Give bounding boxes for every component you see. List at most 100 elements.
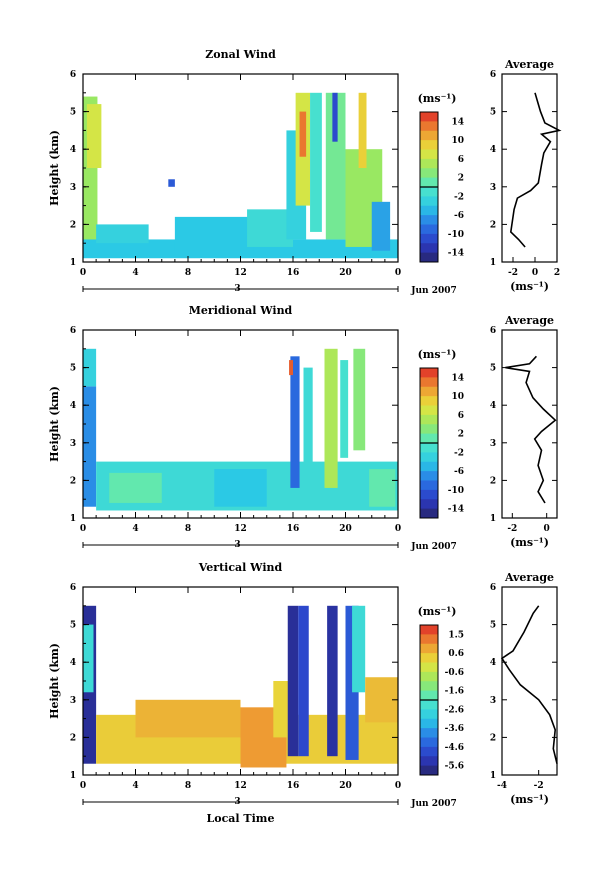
- colorbar-tick-label: 10: [451, 136, 464, 146]
- x-tick-label: 0: [395, 268, 401, 278]
- heatmap-cell: [86, 104, 102, 168]
- x-tick-label: 8: [185, 524, 191, 534]
- average-x-tick-label: 0: [532, 268, 538, 278]
- colorbar-segment: [420, 187, 438, 197]
- heatmap-cell: [83, 624, 94, 693]
- colorbar-tick-label: 14: [451, 373, 464, 383]
- average-profile-line: [509, 92, 562, 248]
- x-tick-label: 0: [80, 524, 86, 534]
- colorbar-tick-label: 6: [458, 411, 464, 421]
- x-tick-label: 4: [132, 524, 138, 534]
- average-x-tick-label: 2: [554, 268, 560, 278]
- colorbar-tick-label: -4.6: [445, 743, 464, 753]
- y-tick-label: 1: [70, 514, 76, 524]
- average-x-label: (ms⁻¹): [510, 536, 549, 549]
- colorbar-segment: [420, 480, 438, 491]
- colorbar-segment: [420, 508, 438, 519]
- average-profile-line: [505, 355, 557, 504]
- colorbar-segment: [420, 690, 438, 701]
- colorbar-tick-label: -1.6: [445, 687, 464, 697]
- average-frame: [501, 73, 558, 263]
- heatmap-cell: [332, 92, 338, 142]
- heatmap-cell: [83, 348, 97, 387]
- date-day: 3: [234, 797, 240, 807]
- x-tick-label: 4: [132, 268, 138, 278]
- colorbar-segment: [420, 489, 438, 500]
- y-tick-label: 4: [70, 145, 76, 155]
- average-y-tick-label: 5: [490, 108, 496, 118]
- heatmap-cell: [325, 92, 346, 240]
- colorbar-tick-label: -10: [448, 486, 464, 496]
- colorbar-tick-label: -2.6: [445, 705, 464, 715]
- heatmap-cell: [352, 605, 366, 693]
- y-tick-label: 3: [70, 183, 76, 193]
- y-tick-label: 4: [70, 401, 76, 411]
- colorbar-tick-label: 0.6: [448, 649, 464, 659]
- colorbar-segment: [420, 177, 438, 188]
- x-tick-label: 12: [234, 781, 247, 791]
- date-day: 3: [234, 284, 240, 294]
- colorbar-segment: [420, 634, 438, 645]
- y-tick-label: 1: [70, 258, 76, 268]
- colorbar-segment: [420, 386, 438, 397]
- heatmap-cell: [214, 469, 267, 507]
- colorbar-segment: [420, 765, 438, 776]
- colorbar-segment: [420, 243, 438, 254]
- heatmap-cell: [247, 209, 293, 247]
- heatmap-cell: [310, 92, 322, 232]
- average-y-tick-label: 3: [490, 439, 496, 449]
- x-tick-label: 0: [80, 268, 86, 278]
- panel-title: Meridional Wind: [189, 304, 293, 317]
- average-y-tick-label: 3: [490, 183, 496, 193]
- colorbar-segment: [420, 433, 438, 444]
- colorbar-segment: [420, 252, 438, 263]
- colorbar-tick-label: -0.6: [445, 668, 464, 678]
- colorbar-tick-label: 6: [458, 155, 464, 165]
- date-month: Jun 2007: [410, 799, 457, 809]
- colorbar-tick-label: -10: [448, 230, 464, 240]
- heatmap-cell: [340, 360, 349, 458]
- colorbar-unit: (ms⁻¹): [418, 348, 457, 361]
- colorbar-segment: [420, 625, 438, 635]
- average-y-tick-label: 5: [490, 621, 496, 631]
- x-tick-label: 8: [185, 781, 191, 791]
- x-tick-label: 0: [80, 781, 86, 791]
- colorbar-tick-label: -2: [454, 448, 464, 458]
- heatmap-cell: [299, 111, 307, 157]
- y-tick-label: 6: [70, 583, 76, 593]
- colorbar-segment: [420, 461, 438, 472]
- heatmap-cell: [109, 472, 162, 503]
- colorbar-tick-label: -2: [454, 192, 464, 202]
- x-tick-label: 0: [395, 524, 401, 534]
- colorbar-tick-label: -5.6: [445, 762, 464, 772]
- colorbar-segment: [420, 405, 438, 416]
- colorbar-segment: [420, 499, 438, 510]
- colorbar-segment: [420, 205, 438, 216]
- heatmap-cell: [287, 605, 299, 757]
- heatmap-cells: [83, 605, 398, 768]
- y-tick-label: 2: [70, 220, 76, 230]
- y-tick-label: 5: [70, 108, 76, 118]
- colorbar-segment: [420, 471, 438, 481]
- colorbar-segment: [420, 233, 438, 244]
- y-axis-label: Height (km): [48, 643, 61, 719]
- colorbar-segment: [420, 728, 438, 738]
- colorbar-unit: (ms⁻¹): [418, 92, 457, 105]
- x-axis-label: Local Time: [207, 812, 275, 825]
- colorbar-segment: [420, 149, 438, 160]
- colorbar-segment: [420, 709, 438, 720]
- colorbar-segment: [420, 121, 438, 132]
- y-tick-label: 6: [70, 326, 76, 336]
- x-tick-label: 20: [339, 268, 352, 278]
- heatmap-cell: [358, 92, 367, 168]
- average-x-tick-label: -4: [497, 781, 507, 791]
- heatmap-cell: [369, 469, 396, 507]
- y-tick-label: 2: [70, 733, 76, 743]
- average-title: Average: [504, 571, 554, 584]
- colorbar-segment: [420, 681, 438, 692]
- heatmap-cells: [83, 348, 398, 511]
- average-frame: [501, 329, 558, 519]
- colorbar-segment: [420, 746, 438, 757]
- colorbar-segment: [420, 140, 438, 150]
